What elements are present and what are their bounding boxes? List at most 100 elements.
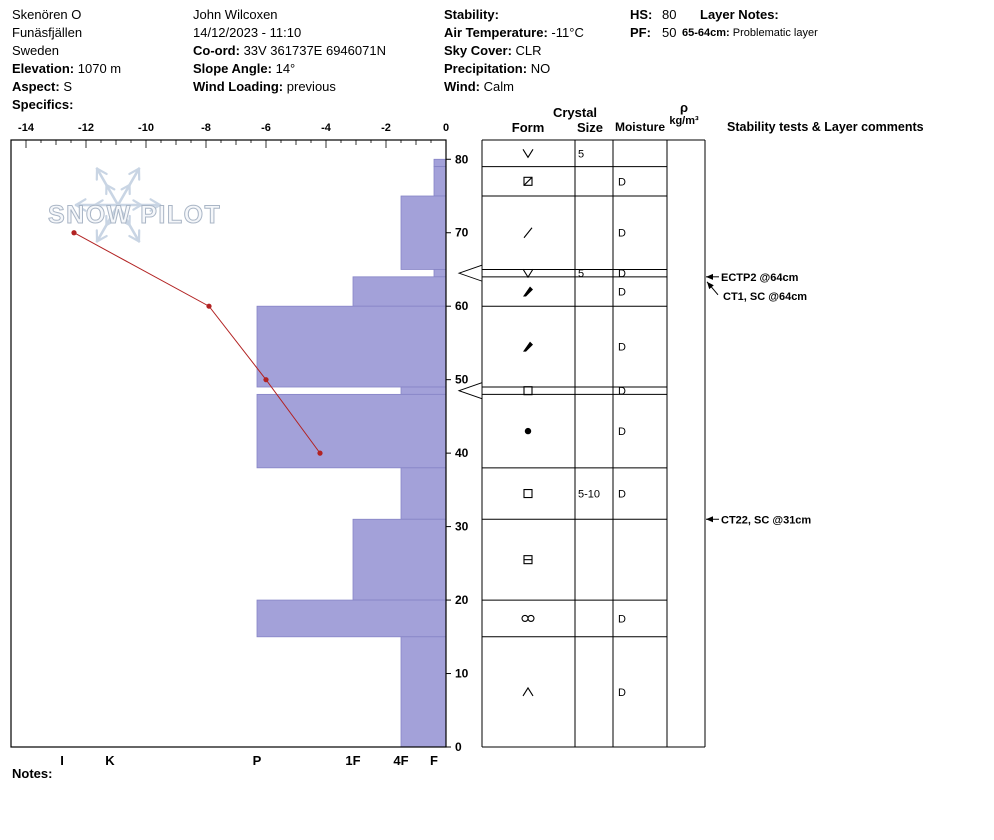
aspect-value: S bbox=[63, 79, 72, 94]
temp-axis-label: -14 bbox=[18, 122, 35, 134]
sky-cover-label: Sky Cover: bbox=[444, 43, 512, 58]
moisture-value: D bbox=[618, 426, 626, 438]
site-region: Funäsfjällen bbox=[12, 25, 83, 40]
coord-line: Co-ord: 33V 361737E 6946071N bbox=[193, 42, 386, 60]
air-temp-value: -11°C bbox=[551, 25, 584, 40]
layer-hardness-bar bbox=[256, 305, 447, 388]
observer-info: John Wilcoxen 14/12/2023 - 11:10 Co-ord:… bbox=[193, 6, 386, 96]
snowflake-icon bbox=[95, 167, 108, 176]
test-arrowhead bbox=[706, 516, 713, 523]
depth-axis-label: 70 bbox=[455, 226, 469, 240]
snowflake-icon bbox=[120, 219, 131, 227]
elevation-label: Elevation: bbox=[12, 61, 75, 76]
test-arrowhead bbox=[707, 281, 714, 290]
layer-hardness-bar bbox=[400, 386, 447, 395]
hardness-axis-label: K bbox=[105, 753, 115, 768]
air-temp-label: Air Temperature: bbox=[444, 25, 548, 40]
moisture-header: Moisture bbox=[614, 120, 665, 134]
hardness-axis-label: F bbox=[430, 753, 438, 768]
stability-label: Stability: bbox=[444, 7, 499, 22]
snowflake-icon bbox=[95, 234, 108, 243]
snow-totals: HS: 80 PF: 50 bbox=[630, 6, 676, 42]
specifics-label: Specifics: bbox=[12, 97, 74, 112]
slope-angle-value: 14° bbox=[275, 61, 296, 76]
snowflake-icon bbox=[105, 219, 116, 227]
stability-test-label: ECTP2 @64cm bbox=[721, 272, 799, 284]
temperature-point bbox=[263, 377, 269, 383]
stability-test-label: CT22, SC @31cm bbox=[721, 514, 811, 526]
wind-loading-line: Wind Loading: previous bbox=[193, 78, 386, 96]
depth-axis-label: 60 bbox=[455, 299, 469, 313]
depth-axis-label: 50 bbox=[455, 373, 469, 387]
layer-note-text: Problematic layer bbox=[732, 27, 818, 39]
pf-line: PF: 50 bbox=[630, 24, 676, 42]
layer-note-item: 65-64cm: Problematic layer bbox=[682, 24, 818, 42]
coord-label: Co-ord: bbox=[193, 43, 240, 58]
notes-label: Notes: bbox=[12, 766, 53, 781]
hardness-axis-label: 4F bbox=[393, 753, 408, 768]
site-country: Sweden bbox=[12, 43, 59, 58]
density-header: ρ bbox=[679, 100, 689, 115]
crystal-form-symbol bbox=[524, 427, 532, 435]
pf-value: 50 bbox=[662, 25, 677, 40]
wind-value: Calm bbox=[483, 79, 514, 94]
grain-size-value: 5-10 bbox=[578, 489, 600, 501]
temp-axis-label: -6 bbox=[261, 122, 271, 134]
hs-value: 80 bbox=[662, 7, 677, 22]
layer-hardness-bar bbox=[400, 195, 447, 270]
sky-cover-line: Sky Cover: CLR bbox=[444, 42, 584, 60]
hs-label: HS: bbox=[630, 7, 653, 22]
grain-size-value: 5 bbox=[578, 268, 584, 280]
slope-angle-line: Slope Angle: 14° bbox=[193, 60, 386, 78]
depth-axis-label: 0 bbox=[455, 740, 462, 754]
snowflake-icon bbox=[93, 203, 104, 211]
snowflake-icon bbox=[149, 203, 162, 212]
layer-hardness-bar bbox=[352, 518, 447, 601]
temp-axis-label: -4 bbox=[321, 122, 332, 134]
snowflake-icon bbox=[74, 203, 87, 212]
crystal-form-symbol bbox=[523, 386, 533, 396]
layer-hardness-bar bbox=[256, 599, 447, 638]
conditions-info: Stability: Air Temperature: -11°C Sky Co… bbox=[444, 6, 584, 96]
snowflake-icon bbox=[128, 234, 141, 243]
crystal-form-symbol bbox=[523, 176, 533, 186]
test-arrowhead bbox=[706, 273, 713, 280]
layer-hardness-bar bbox=[433, 269, 447, 278]
precip-value: NO bbox=[530, 61, 551, 76]
wind-line: Wind: Calm bbox=[444, 78, 584, 96]
moisture-value: D bbox=[618, 342, 626, 354]
coord-value: 33V 361737E 6946071N bbox=[243, 43, 386, 58]
layer-of-concern-flag bbox=[457, 382, 483, 400]
precip-line: Precipitation: NO bbox=[444, 60, 584, 78]
snowflake-icon bbox=[149, 198, 162, 207]
crystal-form-symbol bbox=[522, 268, 534, 279]
logo-text: SNOW PILOT bbox=[48, 201, 221, 229]
moisture-value: D bbox=[618, 287, 626, 299]
air-temp-line: Air Temperature: -11°C bbox=[444, 24, 584, 42]
temperature-line bbox=[73, 232, 321, 454]
wind-label: Wind: bbox=[444, 79, 480, 94]
precip-label: Precipitation: bbox=[444, 61, 528, 76]
temp-axis-label: -10 bbox=[138, 122, 154, 134]
site-info: Skenören O Funäsfjällen Sweden Elevation… bbox=[12, 6, 121, 114]
elevation-value: 1070 m bbox=[77, 61, 122, 76]
snowflake-icon bbox=[132, 203, 143, 211]
depth-axis-label: 20 bbox=[455, 593, 469, 607]
crystal-form-symbol bbox=[523, 488, 533, 499]
temperature-point bbox=[71, 230, 77, 236]
layer-hardness-bar bbox=[256, 393, 447, 469]
crystal-form-symbol bbox=[522, 149, 534, 159]
density-units-header: kg/m³ bbox=[669, 115, 699, 127]
stability-line: Stability: bbox=[444, 6, 584, 24]
pf-label: PF: bbox=[630, 25, 651, 40]
temp-axis-label: -2 bbox=[381, 122, 391, 134]
crystal-form-symbol bbox=[523, 286, 533, 297]
observer-name: John Wilcoxen bbox=[193, 7, 278, 22]
depth-axis-label: 30 bbox=[455, 520, 469, 534]
moisture-value: D bbox=[618, 268, 626, 280]
temperature-point bbox=[206, 303, 212, 309]
snowflake-icon bbox=[132, 199, 143, 207]
depth-axis-label: 80 bbox=[455, 152, 469, 166]
wind-loading-label: Wind Loading: bbox=[193, 79, 284, 94]
specifics-line: Specifics: bbox=[12, 96, 121, 114]
